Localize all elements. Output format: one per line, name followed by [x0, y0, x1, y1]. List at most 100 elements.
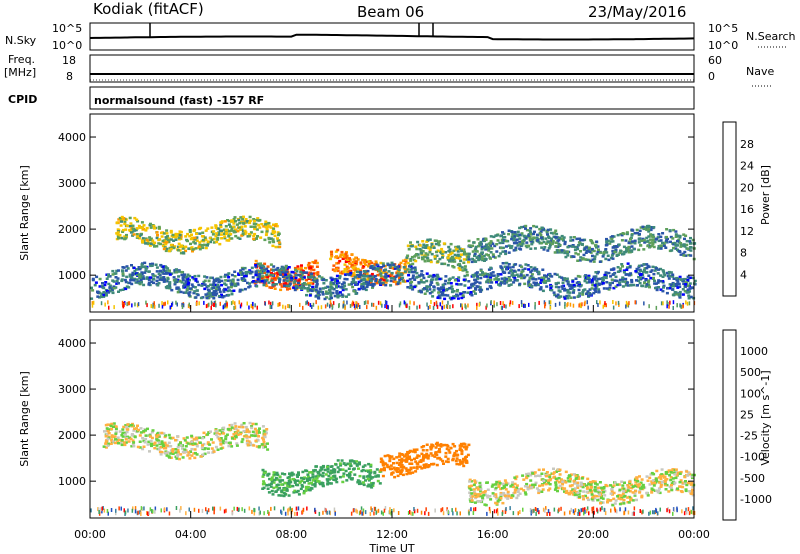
- data-cell: [691, 238, 695, 242]
- data-cell: [220, 220, 224, 223]
- data-cell: [142, 283, 146, 287]
- data-cell: [513, 278, 517, 282]
- data-cell: [669, 486, 673, 490]
- data-cell: [426, 253, 430, 256]
- data-cell: [254, 271, 258, 274]
- noise-cell: [234, 301, 236, 306]
- data-cell: [576, 247, 580, 251]
- data-cell: [625, 231, 629, 234]
- data-cell: [262, 283, 266, 287]
- data-cell: [565, 489, 569, 493]
- data-cell: [544, 242, 548, 245]
- data-cell: [420, 445, 424, 449]
- data-cell: [398, 276, 402, 279]
- data-cell: [328, 478, 331, 481]
- data-cell: [195, 280, 199, 284]
- data-cell: [487, 249, 491, 252]
- noise-cell: [524, 303, 526, 308]
- data-cell: [262, 429, 266, 433]
- data-cell: [307, 284, 311, 287]
- data-cell: [449, 252, 453, 256]
- data-cell: [381, 460, 385, 464]
- noise-cell: [485, 305, 487, 310]
- data-cell: [465, 258, 469, 261]
- data-cell: [151, 239, 155, 242]
- noise-cell: [399, 301, 402, 306]
- data-cell: [548, 245, 552, 248]
- data-cell: [318, 473, 322, 477]
- data-cell: [511, 481, 515, 484]
- data-cell: [372, 283, 376, 286]
- data-cell: [401, 453, 405, 457]
- noise-cell: [511, 300, 514, 305]
- data-cell: [115, 279, 119, 283]
- data-cell: [142, 430, 146, 433]
- noise-cell: [634, 300, 636, 305]
- data-cell: [638, 281, 642, 285]
- data-cell: [215, 232, 219, 235]
- data-cell: [124, 438, 128, 441]
- noise-cell: [315, 300, 317, 305]
- data-cell: [601, 501, 605, 504]
- data-cell: [200, 244, 204, 247]
- data-cell: [295, 286, 299, 289]
- data-cell: [436, 274, 440, 277]
- data-cell: [230, 227, 234, 230]
- data-cell: [502, 484, 506, 487]
- data-cell: [326, 483, 330, 486]
- data-cell: [206, 288, 210, 292]
- data-cell: [248, 269, 252, 272]
- data-cell: [276, 473, 280, 477]
- data-cell: [444, 451, 448, 455]
- data-cell: [604, 271, 608, 274]
- data-cell: [138, 440, 142, 443]
- data-cell: [427, 465, 431, 468]
- data-cell: [157, 448, 161, 451]
- data-cell: [376, 475, 380, 478]
- noise-cell: [435, 300, 438, 305]
- data-cell: [583, 279, 587, 283]
- data-cell: [188, 274, 192, 278]
- data-cell: [302, 490, 306, 493]
- data-cell: [224, 441, 228, 444]
- noise-cell: [108, 305, 110, 310]
- data-cell: [413, 450, 417, 454]
- data-cell: [518, 237, 522, 240]
- data-cell: [562, 295, 566, 299]
- data-cell: [231, 437, 234, 440]
- data-cell: [424, 286, 428, 290]
- data-cell: [193, 456, 197, 460]
- data-cell: [409, 286, 413, 289]
- data-cell: [245, 273, 248, 276]
- data-cell: [350, 478, 354, 481]
- data-cell: [678, 285, 682, 288]
- data-cell: [400, 464, 404, 467]
- data-cell: [227, 235, 231, 238]
- data-cell: [465, 252, 469, 256]
- data-cell: [635, 267, 639, 271]
- data-cell: [339, 253, 343, 257]
- data-cell: [133, 272, 136, 276]
- data-cell: [335, 286, 338, 289]
- data-cell: [204, 229, 208, 232]
- data-cell: [381, 283, 385, 286]
- data-cell: [507, 271, 511, 275]
- data-cell: [473, 252, 477, 256]
- data-cell: [171, 233, 175, 237]
- data-cell: [315, 465, 318, 468]
- data-cell: [309, 486, 313, 490]
- noise-cell: [581, 302, 583, 307]
- data-cell: [104, 423, 108, 427]
- noise-cell: [330, 302, 332, 307]
- data-cell: [499, 487, 503, 491]
- data-cell: [544, 479, 548, 482]
- data-cell: [151, 263, 155, 266]
- data-cell: [495, 243, 499, 246]
- data-cell: [429, 452, 433, 455]
- data-cell: [366, 283, 370, 287]
- data-cell: [260, 268, 264, 271]
- data-cell: [369, 465, 373, 468]
- data-cell: [224, 288, 228, 291]
- data-cell: [349, 464, 353, 468]
- data-cell: [136, 235, 140, 238]
